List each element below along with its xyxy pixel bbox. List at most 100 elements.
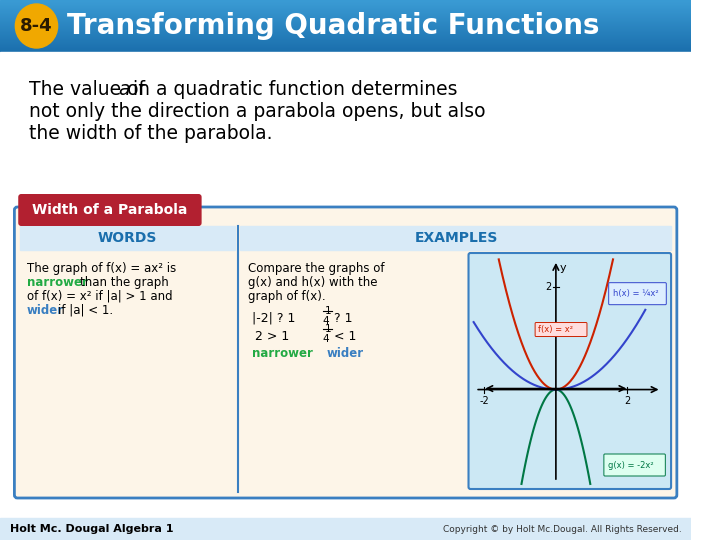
Bar	[0, 10, 691, 11]
Bar	[0, 518, 691, 540]
Bar	[0, 8, 691, 9]
Text: the width of the parabola.: the width of the parabola.	[29, 124, 272, 143]
Bar	[0, 13, 691, 14]
Bar	[0, 43, 691, 44]
Text: narrower: narrower	[27, 276, 88, 289]
Text: not only the direction a parabola opens, but also: not only the direction a parabola opens,…	[29, 102, 485, 121]
Bar	[0, 19, 691, 20]
Text: Holt Mc. Dougal Algebra 1: Holt Mc. Dougal Algebra 1	[9, 524, 173, 534]
Bar	[0, 31, 691, 32]
Text: of f(x) = x² if |a| > 1 and: of f(x) = x² if |a| > 1 and	[27, 290, 173, 303]
Bar	[0, 50, 691, 51]
Text: g(x) = -2x²: g(x) = -2x²	[608, 461, 653, 469]
Text: 2: 2	[545, 282, 551, 293]
Text: 2: 2	[624, 396, 631, 406]
Text: g(x) and h(x) with the: g(x) and h(x) with the	[248, 276, 377, 289]
Text: Transforming Quadratic Functions: Transforming Quadratic Functions	[67, 12, 600, 40]
Text: Width of a Parabola: Width of a Parabola	[32, 203, 188, 217]
Text: y: y	[559, 263, 567, 273]
Bar	[0, 49, 691, 50]
Bar	[240, 226, 671, 250]
Text: wider: wider	[326, 347, 364, 360]
Bar	[0, 12, 691, 13]
Bar	[0, 37, 691, 38]
Text: h(x) = ¼x²: h(x) = ¼x²	[613, 289, 658, 298]
Bar	[0, 3, 691, 4]
Bar	[0, 33, 691, 34]
Bar	[0, 51, 691, 52]
Bar	[0, 39, 691, 40]
FancyBboxPatch shape	[604, 454, 665, 476]
FancyBboxPatch shape	[14, 207, 677, 498]
Bar	[0, 47, 691, 48]
Text: Copyright © by Holt Mc.Dougal. All Rights Reserved.: Copyright © by Holt Mc.Dougal. All Right…	[443, 524, 682, 534]
Bar	[0, 44, 691, 45]
Bar	[0, 25, 691, 26]
Bar	[0, 24, 691, 25]
Bar	[0, 16, 691, 17]
Text: The graph of f(x) = ax² is: The graph of f(x) = ax² is	[27, 262, 176, 275]
Bar	[0, 20, 691, 21]
Text: in a quadratic function determines: in a quadratic function determines	[127, 80, 457, 99]
Bar	[0, 28, 691, 29]
Bar	[0, 35, 691, 36]
Bar	[0, 36, 691, 37]
Text: 2 > 1: 2 > 1	[256, 330, 289, 343]
Bar	[0, 17, 691, 18]
Text: < 1: < 1	[334, 330, 356, 343]
Bar	[0, 15, 691, 16]
Bar	[0, 14, 691, 15]
Text: WORDS: WORDS	[98, 231, 158, 245]
Text: -2: -2	[480, 396, 489, 406]
Bar	[0, 42, 691, 43]
Text: a: a	[118, 80, 130, 99]
Bar	[0, 45, 691, 46]
Text: than the graph: than the graph	[80, 276, 168, 289]
FancyBboxPatch shape	[535, 322, 587, 336]
Text: f(x) = x²: f(x) = x²	[538, 325, 573, 334]
Bar	[0, 26, 691, 27]
Bar	[0, 48, 691, 49]
Bar	[0, 4, 691, 5]
Text: EXAMPLES: EXAMPLES	[414, 231, 498, 245]
FancyBboxPatch shape	[18, 194, 202, 226]
Bar	[0, 52, 691, 498]
Bar	[0, 32, 691, 33]
Bar	[0, 38, 691, 39]
Text: wider: wider	[27, 304, 64, 317]
FancyBboxPatch shape	[469, 253, 671, 489]
Bar	[0, 11, 691, 12]
Bar	[0, 1, 691, 2]
Bar	[0, 23, 691, 24]
Bar	[0, 21, 691, 22]
Text: 1: 1	[325, 324, 331, 334]
Bar	[0, 7, 691, 8]
Bar	[0, 30, 691, 31]
Bar	[0, 46, 691, 47]
Bar	[0, 2, 691, 3]
Text: graph of f(x).: graph of f(x).	[248, 290, 325, 303]
Text: The value of: The value of	[29, 80, 150, 99]
Bar	[0, 27, 691, 28]
Text: |-2| ? 1: |-2| ? 1	[253, 312, 296, 325]
Text: Compare the graphs of: Compare the graphs of	[248, 262, 384, 275]
Bar	[0, 22, 691, 23]
Text: 4: 4	[323, 316, 329, 326]
Text: narrower: narrower	[253, 347, 313, 360]
Bar	[0, 41, 691, 42]
Bar	[0, 29, 691, 30]
Text: 8-4: 8-4	[20, 17, 53, 35]
Bar	[20, 226, 235, 250]
Bar	[0, 6, 691, 7]
Text: 1: 1	[325, 306, 331, 316]
Bar	[0, 0, 691, 1]
Bar	[0, 9, 691, 10]
Text: ? 1: ? 1	[334, 312, 353, 325]
Bar	[0, 34, 691, 35]
Bar	[0, 18, 691, 19]
Circle shape	[15, 4, 58, 48]
Text: 4: 4	[323, 334, 329, 344]
FancyBboxPatch shape	[608, 282, 666, 305]
Text: if |a| < 1.: if |a| < 1.	[58, 304, 113, 317]
Bar	[0, 5, 691, 6]
